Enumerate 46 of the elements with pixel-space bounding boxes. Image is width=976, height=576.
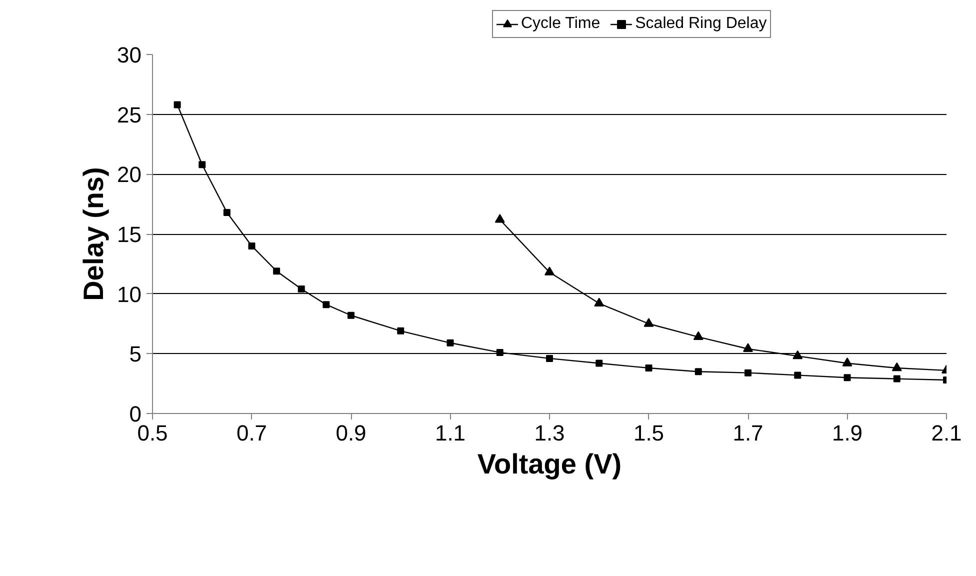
point (794, 372, 802, 379)
point (348, 312, 354, 319)
point (744, 369, 752, 376)
legend-label: Scaled Ring Delay (635, 15, 767, 33)
point (446, 339, 454, 346)
point (494, 214, 505, 223)
point (743, 343, 753, 352)
legend-label: Cycle Time (521, 15, 600, 33)
point (844, 374, 851, 382)
point (645, 364, 652, 372)
x-tick-label: 1.7 (732, 420, 764, 446)
point (544, 266, 554, 276)
point (223, 208, 230, 216)
point (596, 360, 603, 367)
point (397, 327, 404, 334)
x-tick-label: 1.1 (434, 420, 466, 446)
point (546, 354, 553, 362)
x-tick-label: 0.7 (236, 420, 268, 446)
x-tick-label: 2.1 (931, 420, 962, 446)
y-tick-label: 10 (117, 282, 142, 307)
y-tick-label: 5 (129, 342, 142, 367)
point (174, 101, 181, 108)
y-axis-title: Delay (ns) (78, 167, 110, 301)
x-tick-label: 1.3 (534, 420, 565, 446)
point (198, 161, 206, 168)
point (322, 301, 330, 308)
y-tick-label: 20 (117, 162, 142, 188)
point (644, 318, 654, 327)
y-tick-label: 25 (117, 102, 142, 128)
x-tick-label: 1.9 (832, 420, 863, 446)
point (694, 368, 702, 376)
x-tick-label: 1.5 (633, 420, 664, 446)
point (298, 286, 305, 293)
point (893, 375, 900, 382)
point (273, 268, 280, 275)
y-tick-label: 15 (117, 222, 142, 247)
point (594, 298, 604, 307)
point (248, 242, 256, 250)
y-tick-label: 30 (117, 42, 142, 68)
x-tick-label: 0.9 (336, 420, 366, 446)
point (892, 362, 902, 372)
point (693, 331, 704, 340)
point (496, 348, 504, 356)
x-axis-title: Voltage (V) (477, 448, 622, 480)
point (842, 358, 852, 366)
point (792, 350, 803, 360)
